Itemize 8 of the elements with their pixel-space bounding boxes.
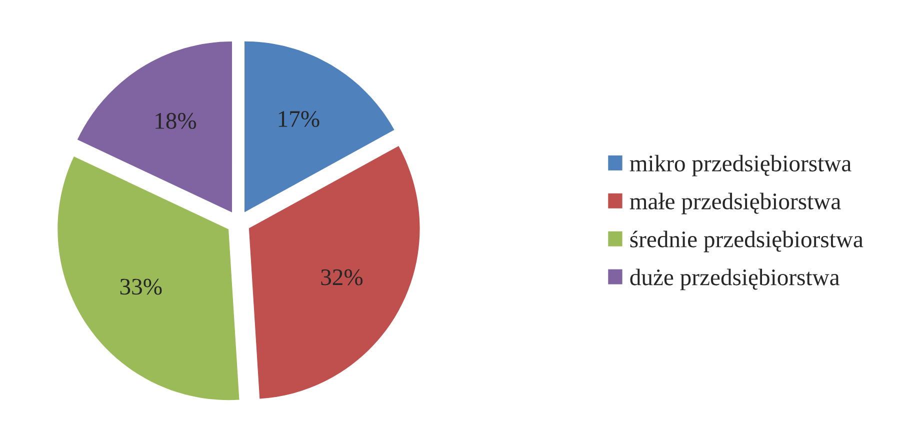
data-label: 17% (278, 110, 320, 127)
legend-label: małe przedsiębiorstwa (630, 192, 841, 214)
legend-label: duże przedsiębiorstwa (630, 268, 840, 290)
data-label: 33% (120, 278, 162, 295)
legend-label: średnie przedsiębiorstwa (630, 230, 864, 252)
legend-label: mikro przedsiębiorstwa (630, 154, 852, 176)
data-label: 32% (321, 269, 363, 286)
data-label: 18% (156, 112, 196, 129)
